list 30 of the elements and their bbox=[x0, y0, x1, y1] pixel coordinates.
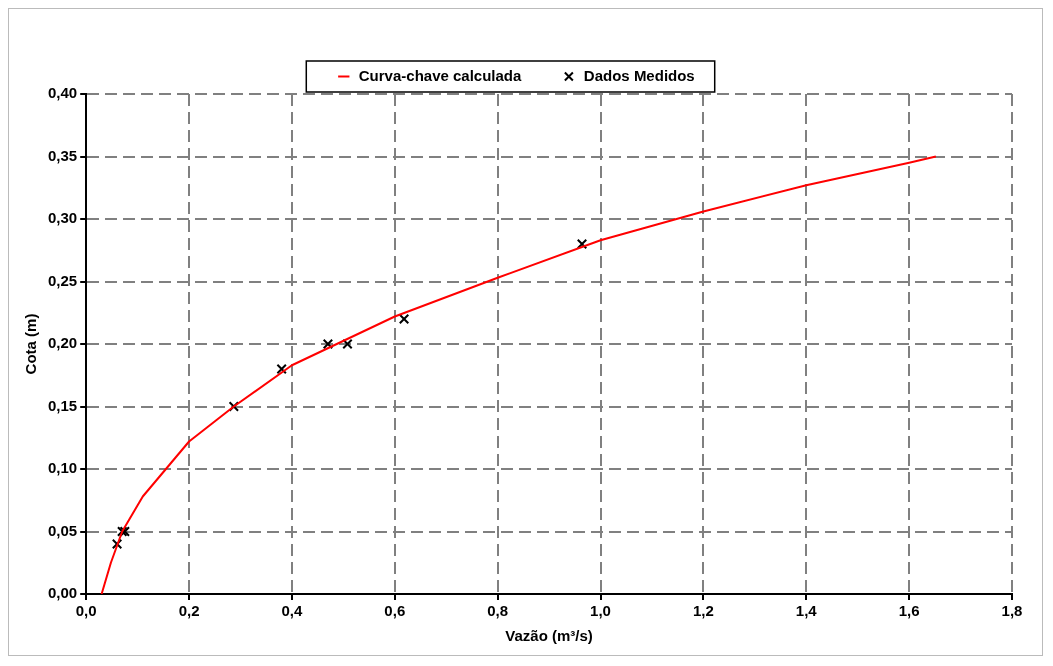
point bbox=[228, 401, 240, 412]
y-tick-label: 0,15 bbox=[47, 396, 78, 414]
x-tick-label: 0,2 bbox=[178, 602, 200, 620]
y-tick-label: 0,30 bbox=[47, 209, 78, 227]
y-tick-label: 0,20 bbox=[47, 334, 78, 352]
x-tick-label: 1,4 bbox=[795, 602, 818, 620]
y-tick-label: 0,25 bbox=[47, 271, 78, 289]
point bbox=[276, 363, 287, 375]
legend-label: Dados Medidos bbox=[583, 66, 695, 84]
point bbox=[398, 313, 410, 325]
point bbox=[322, 338, 334, 350]
point bbox=[576, 238, 588, 250]
y-tick-label: 0,05 bbox=[47, 521, 78, 539]
point bbox=[111, 538, 123, 550]
y-axis-title: Cota (m) bbox=[22, 313, 40, 375]
y-tick-label: 0,00 bbox=[47, 584, 78, 602]
point bbox=[342, 338, 353, 350]
y-tick-label: 0,35 bbox=[47, 146, 78, 164]
x-axis-title: Vazão (m³/s) bbox=[505, 627, 593, 645]
x-tick-label: 0,8 bbox=[487, 602, 509, 620]
y-tick-label: 0,10 bbox=[47, 459, 78, 477]
x-tick-label: 1,8 bbox=[1001, 602, 1023, 620]
x-tick-label: 0,6 bbox=[384, 602, 406, 620]
x-tick-label: 0,0 bbox=[75, 602, 97, 620]
legend-label: Curva-chave calculada bbox=[358, 66, 523, 84]
x-tick-label: 1,2 bbox=[692, 602, 714, 620]
x-tick-label: 1,0 bbox=[590, 602, 611, 620]
x-tick-label: 1,6 bbox=[898, 602, 920, 620]
y-tick-label: 0,40 bbox=[47, 84, 78, 102]
x-tick-label: 0,4 bbox=[281, 602, 304, 620]
